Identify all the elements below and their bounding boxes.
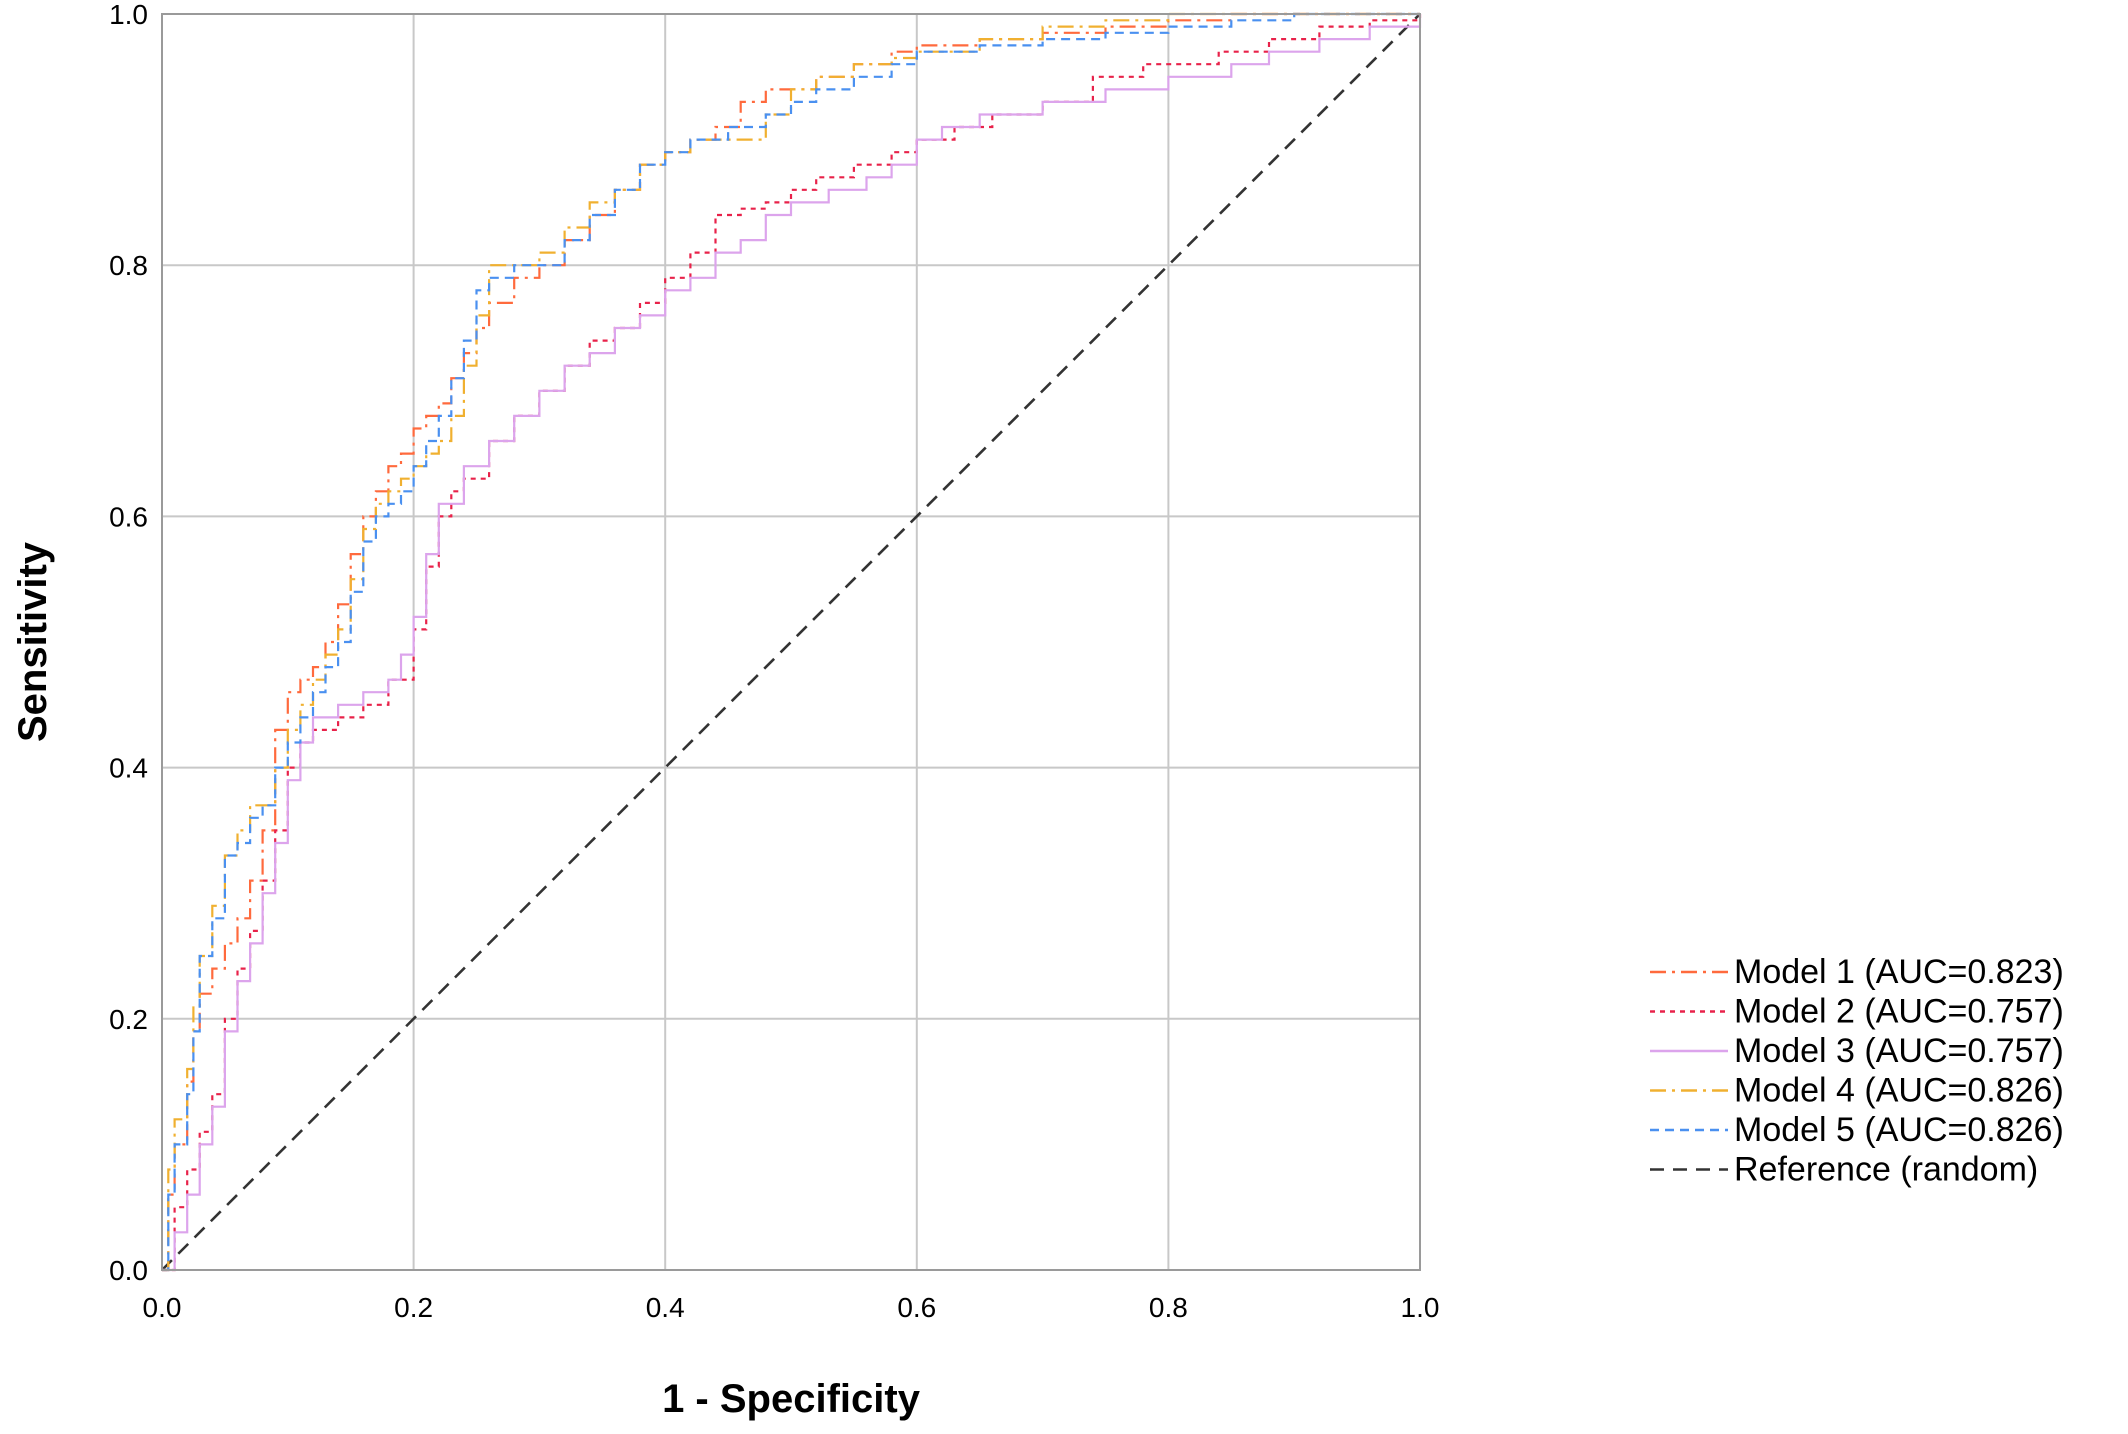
y-tick-label: 0.4 <box>109 753 148 784</box>
legend-label-model-5: Model 5 (AUC=0.826) <box>1734 1111 2064 1149</box>
legend: Model 1 (AUC=0.823)Model 2 (AUC=0.757)Mo… <box>1650 953 2064 1189</box>
y-tick-label: 0.0 <box>109 1255 148 1286</box>
y-tick-label: 0.2 <box>109 1004 148 1035</box>
legend-label-reference: Reference (random) <box>1734 1151 2038 1189</box>
y-tick-label: 0.8 <box>109 250 148 281</box>
legend-label-model-2: Model 2 (AUC=0.757) <box>1734 993 2064 1031</box>
y-tick-label: 1.0 <box>109 0 148 30</box>
y-tick-label: 0.6 <box>109 501 148 532</box>
tick-labels: 0.0 0.2 0.4 0.6 0.8 1.0 0.0 0.2 0.4 0.6 0.8 1.0 <box>109 0 1439 1323</box>
series-line-model-5 <box>162 12 1420 1272</box>
x-axis-title: 1 - Specificity <box>662 1377 921 1421</box>
x-tick-label: 0.2 <box>394 1292 433 1323</box>
legend-label-model-3: Model 3 (AUC=0.757) <box>1734 1032 2064 1070</box>
x-tick-label: 1.0 <box>1401 1292 1440 1323</box>
series-layer <box>161 12 1422 1272</box>
x-tick-label: 0.4 <box>646 1292 685 1323</box>
y-axis-title: Sensitivity <box>11 541 55 742</box>
series-line-reference <box>161 13 1421 1271</box>
plot-frame <box>161 13 1421 1271</box>
series-line-model-3 <box>162 14 1422 1272</box>
x-tick-label: 0.8 <box>1149 1292 1188 1323</box>
series-line-model-1 <box>162 12 1420 1272</box>
x-tick-label: 0.0 <box>143 1292 182 1323</box>
legend-label-model-1: Model 1 (AUC=0.823) <box>1734 953 2064 991</box>
x-tick-label: 0.6 <box>897 1292 936 1323</box>
legend-label-model-4: Model 4 (AUC=0.826) <box>1734 1072 2064 1110</box>
series-line-model-4 <box>162 12 1420 1272</box>
